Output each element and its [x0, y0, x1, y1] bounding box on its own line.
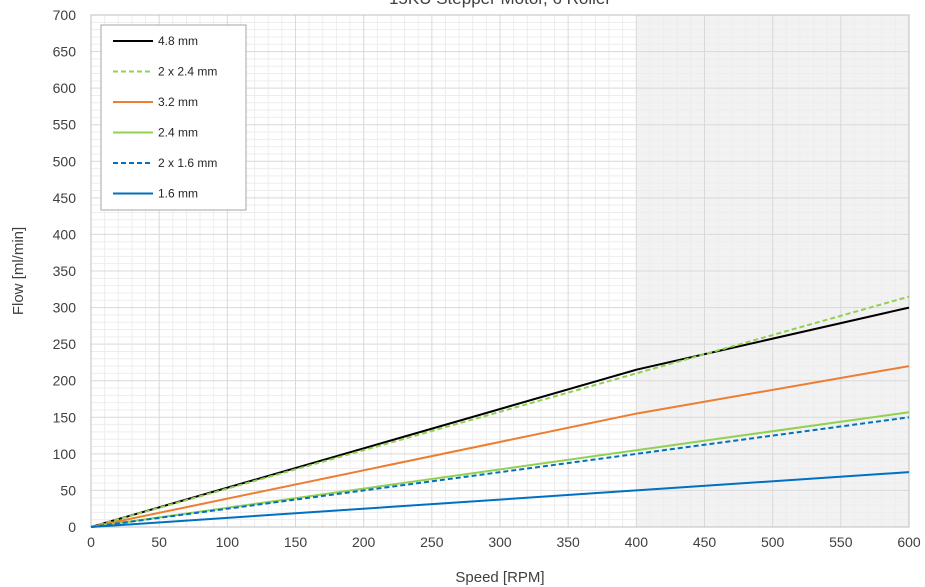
x-axis-ticks: 0 50 100 150 200 250 300 350 400 450 500 550 600 — [87, 534, 921, 550]
series-line — [90, 306, 910, 528]
x-tick-label: 200 — [352, 534, 376, 550]
y-tick-label: 0 — [68, 519, 76, 535]
x-tick-label: 350 — [556, 534, 580, 550]
y-tick-label: 50 — [60, 482, 76, 498]
x-tick-label: 0 — [87, 534, 95, 550]
series-line — [90, 295, 910, 528]
x-tick-label: 250 — [420, 534, 444, 550]
x-tick-label: 150 — [284, 534, 308, 550]
legend-label: 4.8 mm — [158, 34, 198, 48]
y-tick-label: 550 — [53, 117, 77, 133]
y-tick-label: 300 — [53, 300, 77, 316]
y-tick-label: 500 — [53, 153, 77, 169]
x-tick-label: 100 — [216, 534, 240, 550]
x-tick-label: 400 — [625, 534, 649, 550]
y-tick-label: 150 — [53, 409, 77, 425]
y-tick-label: 350 — [53, 263, 77, 279]
series-line — [90, 365, 910, 528]
legend-label: 2 x 2.4 mm — [158, 65, 217, 79]
x-axis-title: Speed [RPM] — [455, 569, 544, 586]
legend-label: 2.4 mm — [158, 126, 198, 140]
x-tick-label: 600 — [897, 534, 921, 550]
x-tick-label: 450 — [693, 534, 717, 550]
legend-box — [100, 24, 247, 211]
plot-area-border — [90, 14, 910, 528]
legend: 4.8 mm 2 x 2.4 mm 3.2 mm 2.4 mm 2 x 1.6 mm 1.… — [100, 24, 247, 211]
y-tick-label: 700 — [53, 7, 77, 23]
series-line — [90, 471, 910, 528]
y-tick-label: 250 — [53, 336, 77, 352]
y-tick-label: 450 — [53, 190, 77, 206]
y-axis-ticks: 0 50 100 150 200 250 300 350 400 450 500 550 600 650 7… — [53, 7, 77, 535]
y-tick-label: 100 — [53, 446, 77, 462]
legend-label: 1.6 mm — [158, 187, 198, 201]
x-tick-label: 500 — [761, 534, 785, 550]
y-tick-label: 400 — [53, 226, 77, 242]
series-layer — [90, 295, 910, 528]
y-tick-label: 200 — [53, 373, 77, 389]
legend-label: 3.2 mm — [158, 95, 198, 109]
x-tick-label: 550 — [829, 534, 853, 550]
y-axis-title: Flow [ml/min] — [10, 227, 27, 315]
series-line — [90, 411, 910, 528]
chart-title: 15KU Stepper Motor, 6 Roller — [389, 0, 611, 8]
x-tick-label: 300 — [488, 534, 512, 550]
legend-label: 2 x 1.6 mm — [158, 156, 217, 170]
y-tick-label: 650 — [53, 44, 77, 60]
x-tick-label: 50 — [151, 534, 167, 550]
y-tick-label: 600 — [53, 80, 77, 96]
